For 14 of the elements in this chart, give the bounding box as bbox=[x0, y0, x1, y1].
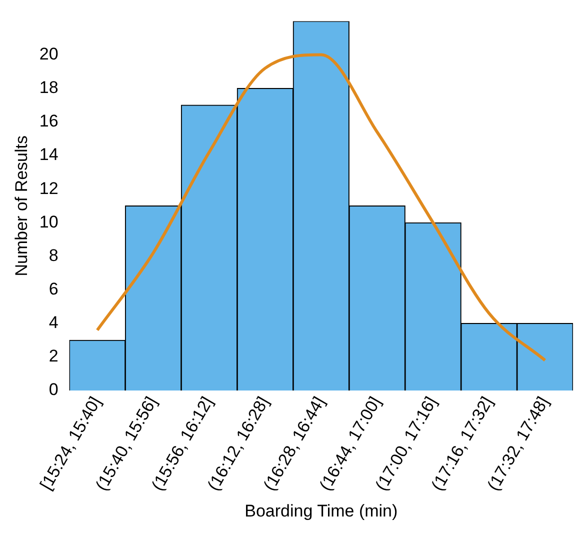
y-tick-label: 14 bbox=[39, 145, 58, 164]
y-tick-label: 0 bbox=[48, 380, 58, 400]
y-tick-label: 2 bbox=[48, 346, 58, 366]
line-series bbox=[96, 53, 547, 362]
y-tick-label: 18 bbox=[39, 78, 58, 98]
y-tick-label: 20 bbox=[39, 44, 58, 64]
y-tick-label: 16 bbox=[39, 112, 58, 131]
y-tick-label: 12 bbox=[39, 178, 58, 198]
y-tick-label: 6 bbox=[48, 280, 58, 298]
y-tick-label: 8 bbox=[48, 246, 58, 265]
y-tick-label: 10 bbox=[39, 212, 58, 232]
x-axis-title: Boarding Time (min) bbox=[244, 501, 398, 520]
y-axis-title: Number of Results bbox=[12, 135, 31, 276]
y-tick-label: 4 bbox=[48, 313, 58, 332]
